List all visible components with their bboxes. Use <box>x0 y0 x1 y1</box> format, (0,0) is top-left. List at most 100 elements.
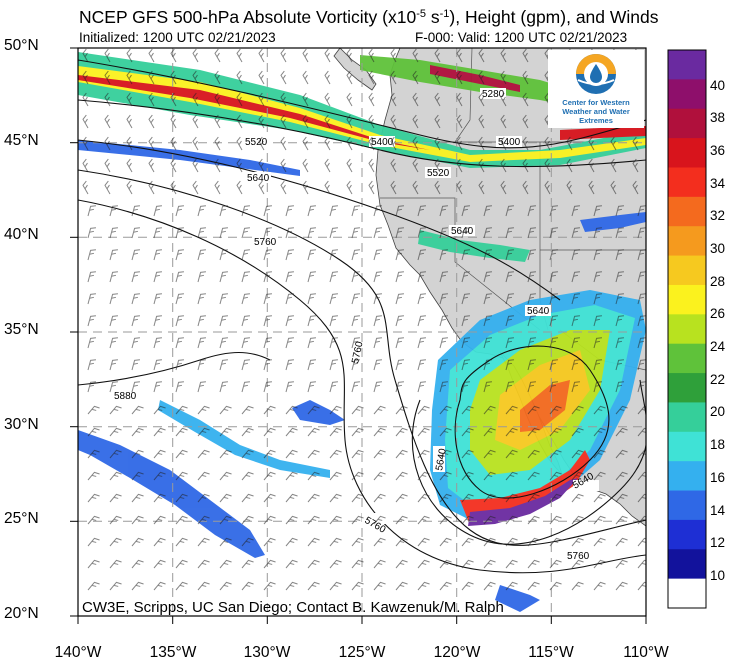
wind-barb <box>87 427 100 437</box>
colorbar-frame <box>667 49 707 609</box>
wind-barb <box>197 515 210 525</box>
wind-barb <box>153 227 162 239</box>
colorbar-label: 16 <box>710 470 726 485</box>
wind-barb <box>175 427 188 437</box>
wind-barb <box>280 114 287 129</box>
wind-barb <box>109 493 122 503</box>
colorbar-label: 20 <box>710 404 726 419</box>
wind-barb <box>373 293 382 305</box>
wind-barb <box>87 581 100 591</box>
wind-barb <box>263 427 276 437</box>
lat-label: 50°N <box>4 37 39 54</box>
wind-barb <box>593 405 606 415</box>
wind-barb <box>483 515 496 525</box>
wind-barb <box>351 227 360 239</box>
wind-barb <box>329 493 342 503</box>
wind-barb <box>148 180 155 195</box>
wind-barb <box>390 114 397 129</box>
wind-barb <box>219 449 232 459</box>
wind-barb <box>478 136 485 151</box>
wind-barb <box>197 271 206 283</box>
wind-barb <box>439 405 452 415</box>
wind-barb <box>131 227 140 239</box>
wind-barb <box>219 337 228 349</box>
wind-barb <box>615 249 624 261</box>
wind-barb <box>483 537 496 547</box>
wind-barb <box>219 249 228 261</box>
wind-barb <box>637 249 646 261</box>
wind-barb <box>351 337 360 349</box>
wind-barb <box>632 158 639 173</box>
wind-barb <box>373 537 386 547</box>
wind-barb <box>615 427 628 437</box>
colorbar-swatch <box>668 343 706 374</box>
wind-barb <box>593 249 602 261</box>
wind-barb <box>571 471 584 481</box>
wind-barb <box>461 227 470 239</box>
wind-barb <box>434 136 441 151</box>
wind-barb <box>417 315 426 327</box>
wind-barb <box>417 471 430 481</box>
wind-barb <box>236 92 243 107</box>
wind-barb <box>483 381 492 393</box>
wind-barb <box>549 337 558 349</box>
wind-barb <box>456 48 463 63</box>
wind-barb <box>219 515 232 525</box>
wind-barb <box>373 227 382 239</box>
wind-barb <box>615 471 628 481</box>
lon-label: 140°W <box>54 644 102 661</box>
wind-barb <box>109 427 122 437</box>
wind-barb <box>87 205 96 217</box>
wind-barb <box>285 537 298 547</box>
wind-barb <box>280 70 287 85</box>
wind-barb <box>593 359 602 371</box>
wind-barb <box>192 114 199 129</box>
wind-barb <box>307 515 320 525</box>
wind-barb <box>483 359 492 371</box>
wind-barb <box>373 581 386 591</box>
colorbar-swatch <box>668 578 706 609</box>
lon-label: 115°W <box>528 644 574 661</box>
wind-barb <box>241 559 254 569</box>
wind-barb <box>593 449 606 459</box>
wind-barb <box>175 315 184 327</box>
wind-barb <box>87 559 100 569</box>
wind-barb <box>417 227 426 239</box>
colorbar-label: 36 <box>710 143 726 158</box>
wind-barb <box>285 359 294 371</box>
colorbar-swatch <box>668 461 706 491</box>
wind-barb <box>104 158 111 173</box>
wind-barb <box>417 337 426 349</box>
wind-barb <box>571 359 580 371</box>
wind-barb <box>373 559 386 569</box>
wind-barb <box>87 537 100 547</box>
wind-barb <box>87 359 96 371</box>
wind-barb <box>285 337 294 349</box>
wind-barb <box>368 136 375 151</box>
wind-barb <box>263 337 272 349</box>
wind-barb <box>258 92 265 107</box>
wind-barb <box>522 70 529 85</box>
wind-barb <box>241 381 250 393</box>
wind-barb <box>549 581 562 591</box>
wind-barb <box>82 180 89 195</box>
wind-barb <box>82 114 89 129</box>
wind-barb <box>307 559 320 569</box>
wind-barb <box>131 337 140 349</box>
wind-barb <box>390 48 397 63</box>
wind-barb <box>258 136 265 151</box>
wind-barb <box>126 136 133 151</box>
wind-barb <box>263 227 272 239</box>
wind-barb <box>219 471 232 481</box>
wind-barb <box>214 70 221 85</box>
colorbar-swatch <box>668 373 706 403</box>
contour-label: 5880 <box>114 391 137 402</box>
wind-barb <box>258 158 265 173</box>
wind-barb <box>109 315 118 327</box>
wind-barb <box>593 471 606 481</box>
wind-barb <box>109 337 118 349</box>
wind-barb <box>170 180 177 195</box>
wind-barb <box>329 381 338 393</box>
lat-label: 30°N <box>4 416 39 433</box>
cw3e-logo: Center for Western Weather and Water Ext… <box>548 50 644 128</box>
